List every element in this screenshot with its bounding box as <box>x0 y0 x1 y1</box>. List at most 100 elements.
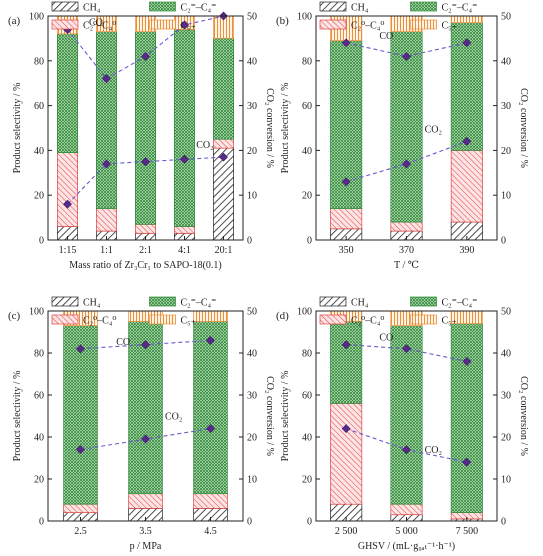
legend: CH₄ C₂⁼–C₄⁼ C₂⁰–C₄⁰ C₅₊ <box>51 1 216 32</box>
co_selectivity-point <box>341 340 351 350</box>
co_selectivity-point <box>141 340 150 350</box>
co2_conversion-point <box>141 157 150 167</box>
co-label: CO <box>116 337 130 348</box>
panel-c: CO CO₂ 0 20 40 60 80 100 0 10 20 30 40 50 2.5 3.5 4.5 p /… <box>8 296 275 552</box>
co2_conversion-point <box>206 424 215 434</box>
legend-swatch <box>149 314 176 325</box>
x-tick-label: 370 <box>399 245 414 256</box>
y2-tick-label: 30 <box>501 101 511 112</box>
co2_conversion-line <box>67 156 224 205</box>
x-axis-label: T / ℃ <box>394 260 419 271</box>
co-label: CO <box>379 31 393 42</box>
y-tick-label: 80 <box>302 349 312 360</box>
y-tick-label: 100 <box>297 12 312 23</box>
legend-label: CH₄ <box>83 298 101 309</box>
legend-label: CH₄ <box>351 298 369 309</box>
x-tick-label: 350 <box>339 245 354 256</box>
y-tick-label: 0 <box>307 517 312 528</box>
y2-tick-label: 50 <box>501 307 511 318</box>
co2_conversion-point <box>219 152 228 162</box>
legend-label: C₅₊ <box>181 21 196 32</box>
bar-c2c4_paraffin <box>390 221 423 232</box>
legend-label: C₂⁰–C₄⁰ <box>351 316 384 327</box>
legend-label: C₂⁰–C₄⁰ <box>351 21 384 32</box>
y2-tick-label: 40 <box>501 349 511 360</box>
y2-tick-label: 0 <box>501 517 506 528</box>
y-tick-label: 100 <box>29 307 44 318</box>
legend-swatch <box>319 296 347 307</box>
y-tick-label: 60 <box>302 101 312 112</box>
legend-swatch <box>51 19 79 30</box>
co2_conversion-point <box>341 424 351 434</box>
bar-c2c4_paraffin <box>96 208 117 232</box>
co2_conversion-point <box>341 177 351 187</box>
y-tick-label: 100 <box>297 307 312 318</box>
legend-swatch <box>51 296 79 307</box>
co_selectivity-point <box>402 51 411 61</box>
bar-c2c4_paraffin <box>63 503 98 513</box>
y-axis-label: Product selectivity / % <box>12 83 23 174</box>
panel-label: (b) <box>276 15 289 27</box>
y2-tick-label: 20 <box>501 146 511 157</box>
legend-label: C₅₊ <box>442 21 457 32</box>
bar-c2c4_olefin <box>128 321 163 495</box>
x-tick-label: 7 500 <box>456 526 479 537</box>
co_selectivity-point <box>462 38 472 48</box>
x-tick-label: 1:15 <box>59 245 77 256</box>
legend-label: C₂⁼–C₄⁼ <box>442 298 478 309</box>
y2-tick-label: 40 <box>501 56 511 67</box>
panel-d: CO CO₂ 0 20 40 60 80 100 0 10 20 30 40 50 2 500 5 000 7 … <box>276 296 529 552</box>
co_selectivity-point <box>180 20 189 30</box>
legend-swatch <box>51 314 79 325</box>
y-tick-label: 60 <box>34 101 44 112</box>
y2-tick-label: 10 <box>247 191 257 202</box>
bar-c2c4_olefin <box>450 323 483 513</box>
legend-swatch <box>410 314 437 325</box>
x-tick-label: 2:1 <box>139 245 152 256</box>
legend-swatch <box>149 1 176 12</box>
y-tick-label: 40 <box>34 146 44 157</box>
legend-label: C₅₊ <box>181 316 196 327</box>
legend-swatch <box>319 314 347 325</box>
bar-c2c4_olefin <box>63 325 98 505</box>
legend-swatch <box>319 1 347 12</box>
y2-tick-label: 10 <box>501 191 511 202</box>
co_selectivity-point <box>76 344 85 354</box>
y2-tick-label: 50 <box>247 307 257 318</box>
y2-tick-label: 40 <box>247 56 257 67</box>
y2-tick-label: 30 <box>247 101 257 112</box>
y-tick-label: 20 <box>302 475 312 486</box>
bar-c2c4_olefin <box>96 31 117 209</box>
co2-label: CO₂ <box>196 140 213 151</box>
y-tick-label: 80 <box>34 56 44 67</box>
y2-tick-label: 0 <box>247 236 252 247</box>
legend-label: C₂⁰–C₄⁰ <box>83 21 116 32</box>
y2-tick-label: 30 <box>501 391 511 402</box>
bar-c2c4_olefin <box>390 325 423 505</box>
co2_conversion-point <box>462 457 472 467</box>
y2-tick-label: 0 <box>501 236 506 247</box>
co2_conversion-point <box>76 445 85 455</box>
legend-label: CH₄ <box>83 3 101 14</box>
y2-tick-label: 10 <box>247 475 257 486</box>
bar-c2c4_paraffin <box>174 226 195 234</box>
y-tick-label: 40 <box>302 433 312 444</box>
co-label: CO <box>89 17 103 28</box>
x-axis-label: Mass ratio of Zr₃Cr₁ to SAPO-18(0.1) <box>69 260 222 271</box>
y-axis-label: Product selectivity / % <box>280 371 291 462</box>
legend-swatch <box>51 1 79 12</box>
co2_conversion-point <box>63 199 72 209</box>
bar-c2c4_olefin <box>330 321 363 404</box>
y2-tick-label: 20 <box>247 146 257 157</box>
bar-c2c4_olefin <box>390 31 423 223</box>
y2-axis-label: CO₂ conversion / % <box>518 376 529 456</box>
bar-c2c4_olefin <box>174 29 195 227</box>
bar-c2c4_paraffin <box>57 152 78 227</box>
y2-tick-label: 50 <box>247 12 257 23</box>
co2_conversion-point <box>102 159 111 169</box>
x-tick-label: 4.5 <box>204 526 217 537</box>
panel-label: (c) <box>8 310 21 322</box>
co2_conversion-point <box>402 159 411 169</box>
y-axis-label: Product selectivity / % <box>12 371 23 462</box>
